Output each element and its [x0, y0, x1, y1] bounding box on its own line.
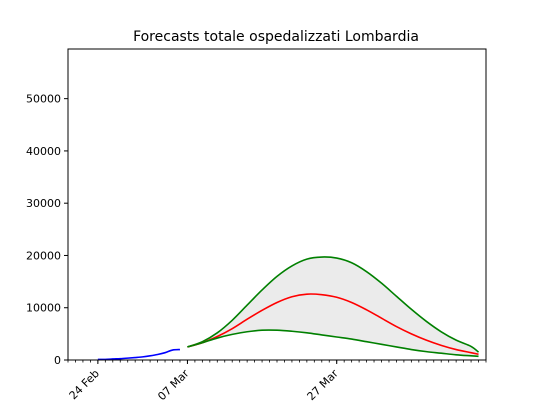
y-tick-label: 0: [54, 354, 61, 367]
plot-area: 0 10000 20000 30000 40000 50000 24 Feb 07 Mar 27…: [26, 48, 487, 404]
chart-title: Forecasts totale ospedalizzati Lombardia: [133, 29, 419, 45]
series-line-observed: [97, 348, 181, 361]
y-tick-label: 20000: [26, 249, 61, 262]
y-tick-label: 40000: [26, 145, 61, 158]
series-line-upper: [187, 256, 480, 353]
y-tick-label: 10000: [26, 302, 61, 315]
series-line-lower: [187, 329, 479, 358]
x-tick-label: 27 Mar: [305, 367, 342, 404]
y-tick-label: 30000: [26, 197, 61, 210]
x-tick-label: 07 Mar: [155, 367, 192, 404]
x-tick-label: 24 Feb: [67, 367, 102, 402]
series-line-central: [187, 293, 479, 356]
y-tick-label: 50000: [26, 93, 61, 106]
forecast-band: [187, 256, 479, 357]
